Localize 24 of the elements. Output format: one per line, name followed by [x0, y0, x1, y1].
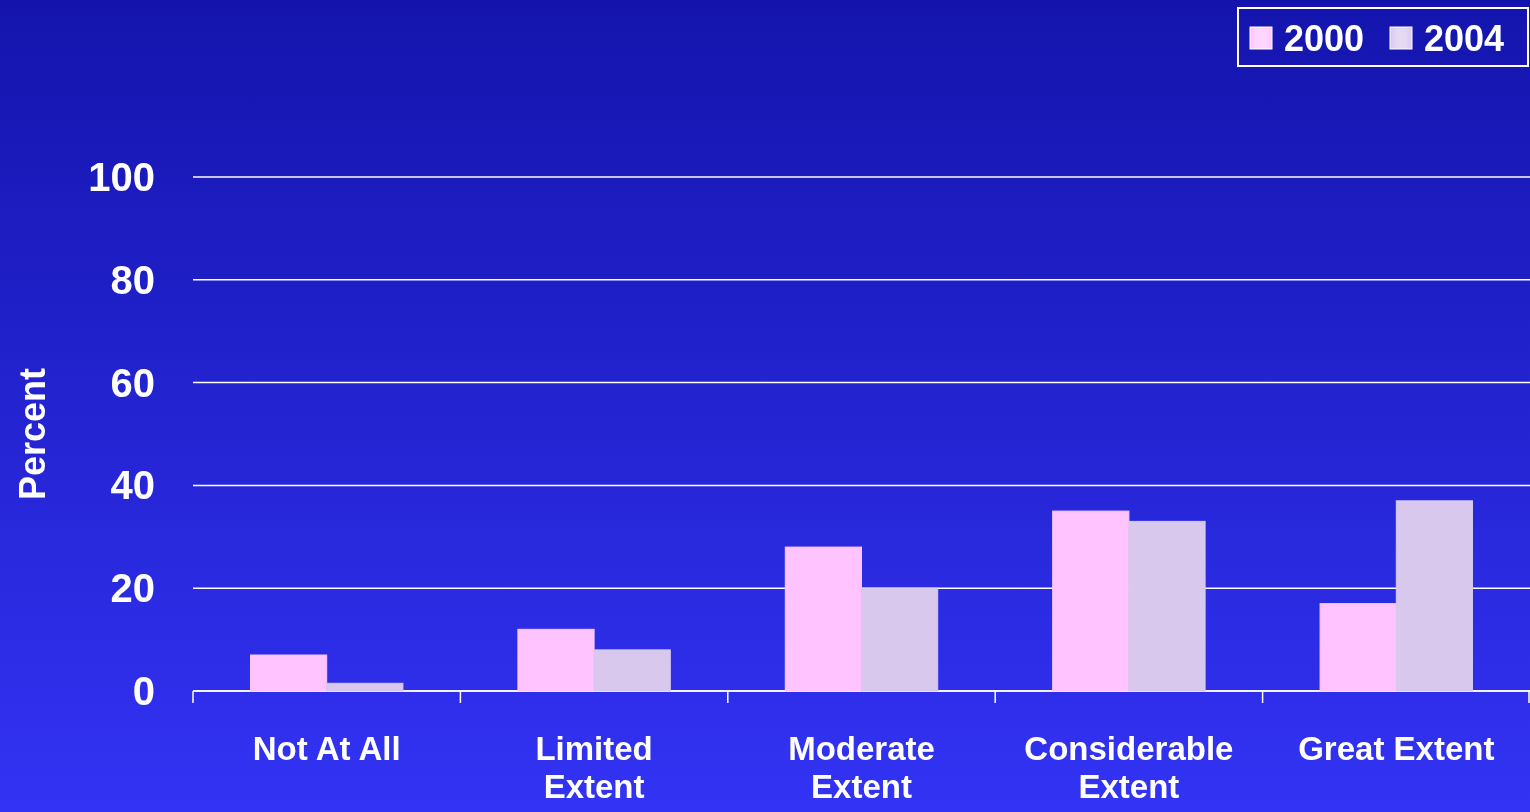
y-axis-title: Percent	[12, 367, 53, 501]
bar	[784, 546, 862, 692]
y-tick-label: 20	[110, 566, 155, 611]
bar	[517, 628, 595, 692]
y-tick-label: 40	[110, 463, 155, 508]
x-tick-label: Great Extent	[1298, 730, 1495, 767]
bar	[593, 649, 671, 692]
x-tick-label: Considerable Extent	[1024, 730, 1234, 805]
y-tick-label: 100	[88, 155, 155, 199]
x-tick-label: Not At All	[252, 730, 401, 767]
bar	[1395, 500, 1474, 692]
x-tick-label: Limited Extent	[535, 730, 653, 805]
bar	[1128, 520, 1206, 692]
bar	[249, 654, 328, 692]
y-tick-label: 60	[110, 360, 155, 405]
bar	[1319, 603, 1397, 692]
legend-label: 2004	[1424, 17, 1505, 59]
bar	[326, 682, 404, 692]
legend-label: 2000	[1284, 17, 1365, 59]
y-tick-label: 0	[132, 669, 155, 713]
bar	[861, 587, 939, 692]
bar	[1052, 510, 1130, 692]
y-tick-label: 80	[110, 257, 155, 302]
x-tick-label: Moderate Extent	[788, 730, 935, 805]
